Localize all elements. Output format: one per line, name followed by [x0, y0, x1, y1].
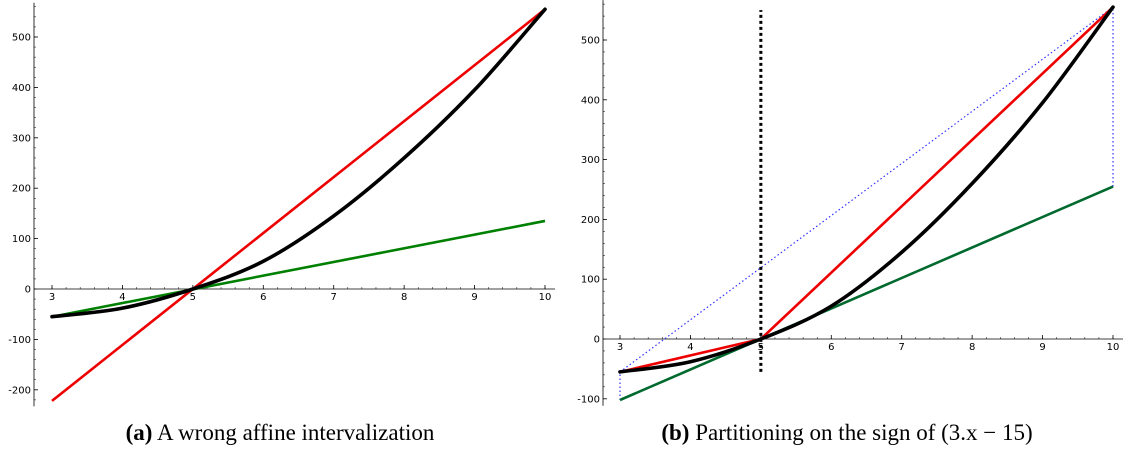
x-tick-label: 8 — [401, 292, 407, 303]
series-curve — [618, 5, 1115, 374]
series-curve — [50, 7, 547, 319]
x-tick-label: 3 — [49, 292, 55, 303]
x-tick-label: 4 — [687, 342, 693, 353]
caption-a-tag: (a) — [125, 420, 153, 445]
x-tick-label: 7 — [899, 342, 905, 353]
y-tick-label: 100 — [12, 234, 31, 245]
y-tick-label: 100 — [581, 275, 600, 286]
y-tick-label: 300 — [12, 133, 31, 144]
y-tick-label: 0 — [25, 285, 31, 296]
caption-b-text: Partitioning on the sign of (3.x − 15) — [695, 420, 1033, 445]
caption-a-text: A wrong affine intervalization — [156, 420, 435, 445]
y-tick-label: 0 — [594, 335, 600, 346]
x-tick-label: 3 — [617, 342, 623, 353]
x-tick-label: 7 — [331, 292, 337, 303]
x-tick-label: 9 — [1039, 342, 1045, 353]
y-tick-label: 200 — [581, 215, 600, 226]
caption-b: (b) Partitioning on the sign of (3.x − 1… — [565, 420, 1129, 446]
x-tick-label: 10 — [539, 292, 552, 303]
y-tick-label: -100 — [577, 394, 600, 405]
series-line — [51, 219, 546, 318]
caption-b-tag: (b) — [661, 420, 690, 445]
y-tick-label: 400 — [12, 83, 31, 94]
x-tick-label: 5 — [190, 292, 196, 303]
y-tick-label: 300 — [581, 155, 600, 166]
x-tick-label: 10 — [1107, 342, 1120, 353]
x-tick-label: 6 — [828, 342, 834, 353]
y-tick-label: 200 — [12, 184, 31, 195]
chart-panel-a: 3 4 5 6 7 8 9 10 -200 -100 0 100 200 300 400 500 — [8, 2, 555, 407]
x-tick-label: 6 — [260, 292, 266, 303]
series-line — [51, 8, 546, 402]
series-dotted-line — [619, 6, 1114, 373]
x-tick-label: 4 — [119, 292, 125, 303]
series-line — [619, 185, 1114, 402]
y-tick-label: -100 — [8, 335, 31, 346]
x-tick-label: 8 — [969, 342, 975, 353]
x-tick-label: 9 — [471, 292, 477, 303]
y-tick-label: -200 — [8, 385, 31, 396]
y-tick-label: 500 — [12, 33, 31, 44]
y-tick-label: 400 — [581, 95, 600, 106]
y-tick-label: 500 — [581, 36, 600, 47]
caption-a: (a) A wrong affine intervalization — [0, 420, 560, 446]
